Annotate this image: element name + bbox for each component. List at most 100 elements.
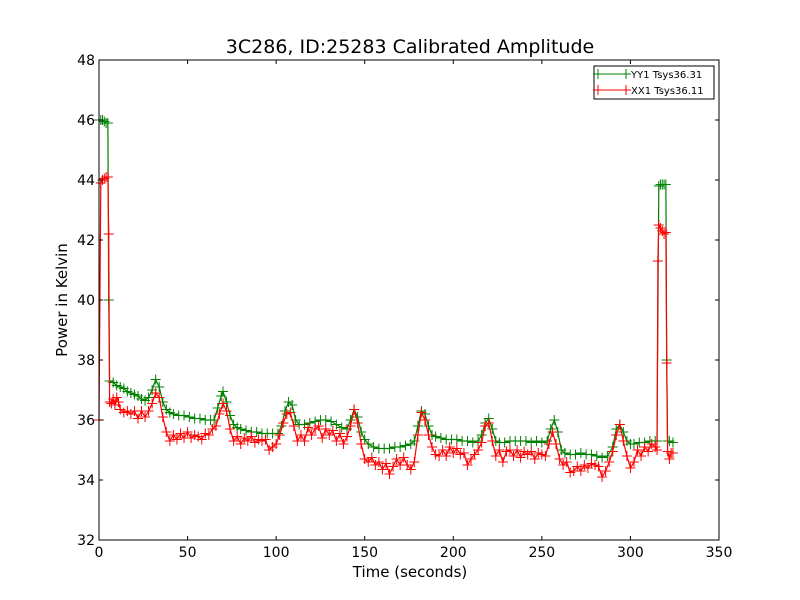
data-point (508, 451, 519, 461)
data-point (416, 407, 427, 418)
data-point (667, 448, 678, 458)
data-point (531, 436, 542, 446)
data-point (260, 434, 271, 445)
plot-area (99, 60, 719, 540)
data-point (597, 472, 608, 482)
data-point (462, 460, 473, 470)
data-point (660, 179, 671, 190)
data-point (423, 421, 434, 431)
data-point (246, 431, 257, 442)
y-tick-label: 32 (77, 533, 95, 549)
data-point (512, 445, 523, 455)
data-point (377, 464, 388, 475)
data-point (194, 413, 205, 424)
data-point (625, 463, 636, 473)
x-axis-label: Time (seconds) (352, 563, 468, 581)
data-point (214, 409, 225, 419)
x-tick-label: 200 (440, 545, 467, 561)
data-point (636, 451, 647, 461)
x-tick-label: 150 (351, 545, 378, 561)
data-point (604, 457, 615, 467)
data-point (182, 427, 193, 437)
data-point (614, 419, 625, 430)
data-point (203, 430, 214, 440)
data-point (241, 425, 252, 436)
data-point (628, 457, 639, 467)
data-point (499, 437, 510, 448)
data-point (157, 412, 168, 422)
data-point (326, 416, 337, 427)
data-point (473, 445, 484, 455)
data-point (299, 436, 310, 446)
data-point (210, 421, 221, 431)
data-point (111, 392, 122, 403)
data-point (320, 424, 331, 434)
data-point (184, 412, 195, 422)
data-point (451, 443, 462, 454)
data-point (164, 436, 175, 446)
data-point (412, 421, 423, 431)
data-point (352, 418, 363, 428)
data-point (490, 451, 501, 461)
y-tick-label: 42 (77, 233, 95, 249)
legend-marker-yy1 (593, 69, 631, 79)
data-point (235, 439, 246, 449)
data-point (288, 421, 299, 431)
data-point (143, 392, 154, 403)
data-point (287, 400, 298, 410)
data-point (331, 436, 342, 446)
data-point (487, 424, 498, 434)
data-point (419, 415, 430, 425)
data-point (526, 437, 537, 448)
data-point (660, 227, 671, 238)
y-axis-label: Power in Kelvin (53, 243, 71, 357)
y-tick-label: 38 (77, 353, 95, 369)
data-point (551, 439, 562, 449)
data-point (520, 436, 531, 446)
data-point (559, 448, 570, 458)
ticks-layer: 0 50 100 150 200 250 300 350 32 34 36 38 40 42 44 46 48 (77, 53, 732, 561)
data-point (285, 407, 296, 418)
data-point (147, 398, 158, 409)
series-layer (94, 115, 678, 482)
data-point (430, 431, 441, 442)
data-point (295, 430, 306, 440)
data-point (336, 422, 347, 433)
data-point (313, 421, 324, 431)
data-point (458, 448, 469, 458)
x-tick-label: 50 (179, 545, 197, 561)
data-point (384, 443, 395, 454)
data-point (235, 424, 246, 434)
data-point (536, 437, 547, 448)
data-point (561, 457, 572, 467)
data-point (171, 434, 182, 445)
data-point (225, 424, 236, 434)
x-tick-label: 0 (95, 545, 104, 561)
data-point (540, 451, 551, 461)
data-point (621, 451, 632, 461)
data-point (494, 445, 505, 455)
data-point (132, 413, 143, 424)
data-point (497, 457, 508, 467)
data-point (427, 442, 438, 452)
data-point (154, 392, 165, 403)
data-point (575, 466, 586, 476)
data-point (483, 418, 494, 428)
data-point (356, 439, 367, 449)
y-tick-label: 40 (77, 293, 95, 309)
data-point (345, 421, 356, 431)
data-point (143, 406, 154, 416)
data-point (349, 404, 360, 415)
data-point (161, 427, 172, 437)
data-point (515, 452, 526, 463)
data-point (526, 446, 537, 457)
data-point (398, 452, 409, 463)
data-point (216, 391, 227, 401)
data-point (278, 418, 289, 428)
data-point (317, 433, 328, 443)
y-tick-label: 46 (77, 113, 95, 129)
data-point (304, 418, 315, 428)
data-point (356, 427, 367, 437)
data-point (306, 430, 317, 440)
data-point (102, 172, 113, 182)
